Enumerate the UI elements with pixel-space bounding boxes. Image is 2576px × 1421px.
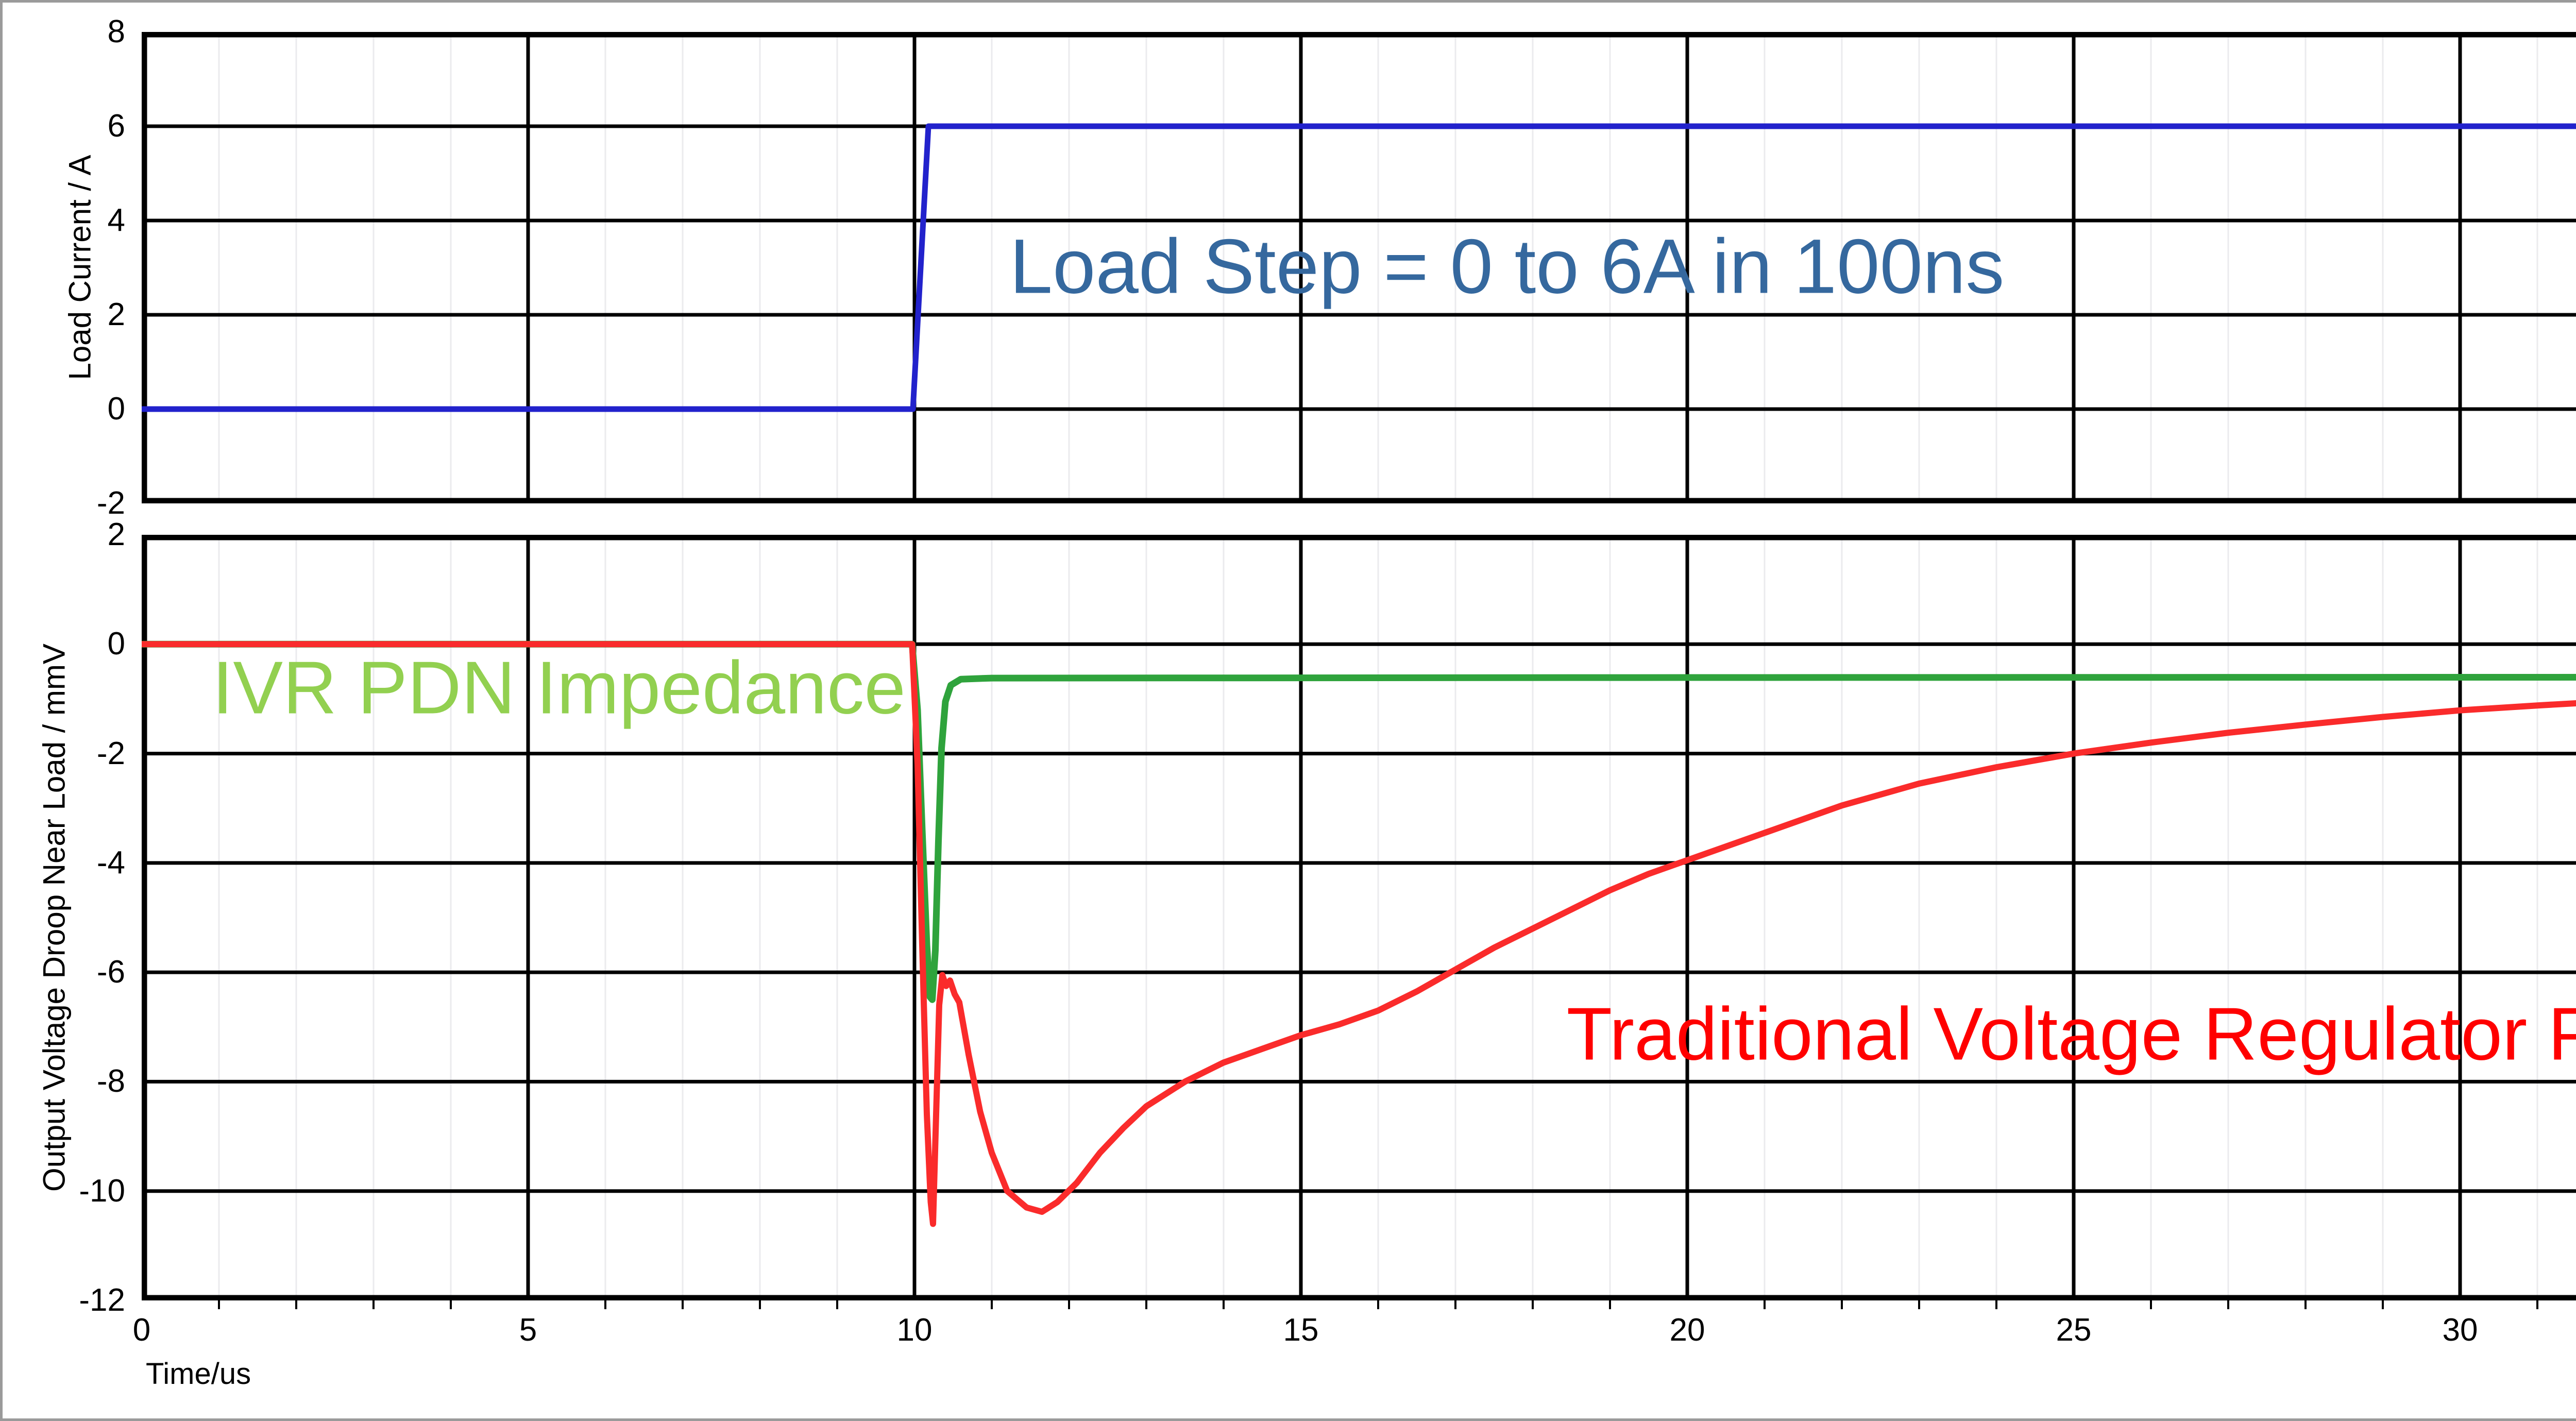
y-tick-label: 4 bbox=[107, 202, 125, 238]
x-tick-label: 5 bbox=[519, 1312, 537, 1348]
x-tick-label: 30 bbox=[2442, 1312, 2478, 1348]
y-tick-label: -12 bbox=[79, 1282, 125, 1318]
y-tick-label: 6 bbox=[107, 108, 125, 144]
series-load-current bbox=[142, 123, 2576, 412]
y-tick-label: -10 bbox=[79, 1173, 125, 1209]
x-tick-label: 0 bbox=[132, 1312, 151, 1348]
ivr-pdn-annotation: IVR PDN Impedance bbox=[212, 646, 906, 730]
top-y-axis-title: Load Current / A bbox=[62, 155, 97, 380]
voltage-droop-chart bbox=[142, 535, 2576, 1300]
bottom-y-axis-title: Output Voltage Droop Near Load / mmV bbox=[37, 644, 72, 1192]
y-tick-label: 0 bbox=[107, 626, 125, 662]
y-tick-label: 2 bbox=[107, 517, 125, 552]
load-current-chart bbox=[142, 32, 2576, 503]
y-tick-label: -6 bbox=[96, 954, 125, 990]
x-tick-label: 25 bbox=[2056, 1312, 2092, 1348]
y-tick-label: -8 bbox=[96, 1063, 125, 1099]
x-minor-ticks bbox=[218, 1300, 2538, 1309]
y-tick-label: -2 bbox=[96, 735, 125, 771]
y-tick-label: 0 bbox=[107, 391, 125, 427]
y-tick-label: 8 bbox=[107, 14, 125, 49]
y-tick-label: -4 bbox=[96, 844, 125, 881]
y-tick-label: 2 bbox=[107, 297, 125, 332]
x-tick-label: 15 bbox=[1283, 1312, 1319, 1348]
traditional-pdn-annotation: Traditional Voltage Regulator PDN Impeda… bbox=[1566, 992, 2576, 1076]
load-step-annotation: Load Step = 0 to 6A in 100ns bbox=[1009, 223, 2005, 310]
x-axis-title: Time/us bbox=[146, 1357, 251, 1391]
x-tick-label: 20 bbox=[1669, 1312, 1705, 1348]
load-current-plot-svg bbox=[142, 32, 2576, 503]
series-traditional-voltage-regulator-pdn-impedance bbox=[142, 641, 2576, 1227]
plot-border bbox=[142, 32, 2576, 503]
x-tick-label: 10 bbox=[896, 1312, 933, 1348]
voltage-droop-plot-svg bbox=[142, 535, 2576, 1300]
y-tick-label: -2 bbox=[96, 485, 125, 521]
plot-border bbox=[142, 535, 2576, 1300]
